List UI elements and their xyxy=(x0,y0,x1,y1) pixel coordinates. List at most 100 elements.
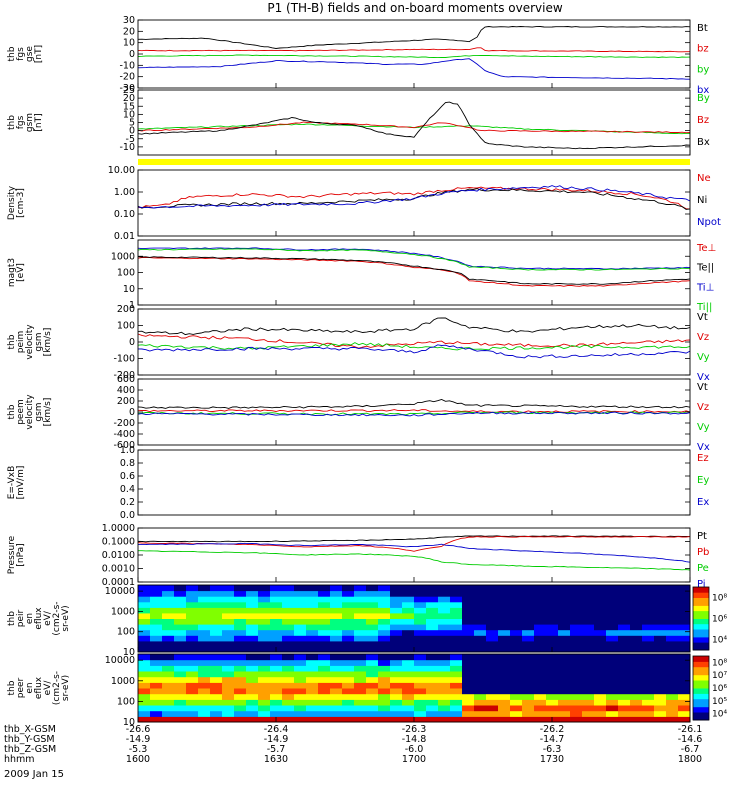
y-tick-label: 1 xyxy=(129,300,135,311)
spectrogram-cell xyxy=(306,665,319,672)
spectrogram-cell xyxy=(558,601,571,608)
spectrogram-cell xyxy=(330,640,343,647)
spectrogram-cell xyxy=(366,654,379,661)
spectrogram-cell xyxy=(678,601,691,608)
colorbar-segment xyxy=(693,698,709,702)
spectrogram-cell xyxy=(186,607,199,614)
spectrogram-cell xyxy=(234,601,247,608)
spectrogram-cell xyxy=(654,612,667,619)
colorbar-segment xyxy=(693,685,709,689)
spectrogram-cell xyxy=(522,693,535,700)
spectrogram-cell xyxy=(150,671,163,678)
spectrogram-cell xyxy=(618,659,631,666)
x-axis-row-value: -26.1 xyxy=(678,724,703,735)
spectrogram-cell xyxy=(462,705,475,712)
spectrogram-cell xyxy=(594,676,607,683)
spectrogram-cell xyxy=(642,699,655,706)
spectrogram-cell xyxy=(354,693,367,700)
series-line-vel2-1 xyxy=(137,409,691,413)
spectrogram-cell xyxy=(366,646,379,653)
spectrogram-cell xyxy=(522,624,535,631)
spectrogram-cell xyxy=(630,601,643,608)
spectrogram-cell xyxy=(330,705,343,712)
colorbar-segment xyxy=(693,644,709,648)
spectrogram-cell xyxy=(162,710,175,717)
spectrogram-cell xyxy=(522,659,535,666)
spectrogram-cell xyxy=(630,612,643,619)
spectrogram-cell xyxy=(174,659,187,666)
spectrogram-cell xyxy=(414,688,427,695)
spectrogram-cell xyxy=(498,688,511,695)
page-title: P1 (TH-B) fields and on-board moments ov… xyxy=(267,1,563,15)
spectrogram-cell xyxy=(294,688,307,695)
spectrogram-cell xyxy=(558,710,571,717)
spectrogram-cell xyxy=(606,640,619,647)
spectrogram-cell xyxy=(558,618,571,625)
y-tick-label: -200 xyxy=(113,370,135,381)
spectrogram-cell xyxy=(186,618,199,625)
spectrogram-cell xyxy=(366,607,379,614)
spectrogram-cell xyxy=(654,624,667,631)
spectrogram-cell xyxy=(378,710,391,717)
spectrogram-cell xyxy=(678,635,691,642)
spectrogram-cell xyxy=(534,629,547,636)
spectrogram-cell xyxy=(174,585,187,592)
spectrogram-cell xyxy=(270,585,283,592)
spectrogram-cell xyxy=(174,705,187,712)
spectrogram-cell xyxy=(414,682,427,689)
spectrogram-cell xyxy=(150,635,163,642)
spectrogram-cell xyxy=(606,671,619,678)
spectrogram-cell xyxy=(318,590,331,597)
spectrogram-cell xyxy=(402,659,415,666)
legend-entry: Vx xyxy=(697,442,710,453)
spectrogram-cell xyxy=(522,618,535,625)
spectrogram-cell xyxy=(642,676,655,683)
spectrogram-cell xyxy=(138,596,151,603)
spectrogram-cell xyxy=(450,612,463,619)
colorbar-ion_spec: 10⁸ 10⁶ 10⁴ xyxy=(692,586,727,651)
spectrogram-cell xyxy=(318,699,331,706)
spectrogram-cell xyxy=(234,665,247,672)
spectrogram-cell xyxy=(162,705,175,712)
spectrogram-cell xyxy=(306,596,319,603)
spectrogram-cell xyxy=(318,646,331,653)
spectrogram-cell xyxy=(306,716,319,723)
spectrogram-cell xyxy=(486,705,499,712)
spectrogram-cell xyxy=(438,710,451,717)
spectrogram-cell xyxy=(594,665,607,672)
spectrogram-cell xyxy=(378,654,391,661)
spectrogram-cell xyxy=(654,699,667,706)
spectrogram-cell xyxy=(282,646,295,653)
spectrogram-cell xyxy=(246,635,259,642)
legend-entry: Vy xyxy=(697,352,710,363)
spectrogram-cell xyxy=(654,585,667,592)
legend-entry: Pe xyxy=(697,563,709,574)
spectrogram-cell xyxy=(570,624,583,631)
spectrogram-cell xyxy=(606,705,619,712)
spectrogram-cell xyxy=(270,654,283,661)
spectrogram-cell xyxy=(258,596,271,603)
spectrogram-cell xyxy=(486,596,499,603)
spectrogram-cell xyxy=(594,693,607,700)
spectrogram-cell xyxy=(186,688,199,695)
y-axis-label: Density xyxy=(7,185,17,220)
spectrogram-cell xyxy=(282,654,295,661)
spectrogram-cell xyxy=(378,676,391,683)
spectrogram-cell xyxy=(678,629,691,636)
spectrogram-cell xyxy=(402,671,415,678)
spectrogram-cell xyxy=(678,665,691,672)
spectrogram-cell xyxy=(294,716,307,723)
spectrogram-cell xyxy=(582,596,595,603)
spectrogram-cell xyxy=(222,699,235,706)
y-axis-label: thb xyxy=(7,334,17,349)
spectrogram-cell xyxy=(666,676,679,683)
spectrogram-cell xyxy=(354,710,367,717)
spectrogram-cell xyxy=(234,654,247,661)
spectrogram-cell xyxy=(594,716,607,723)
spectrogram-cell xyxy=(390,671,403,678)
spectrogram-cell xyxy=(402,629,415,636)
spectrogram-cell xyxy=(594,640,607,647)
spectrogram-cell xyxy=(174,699,187,706)
spectrogram-cell xyxy=(570,659,583,666)
spectrogram-cell xyxy=(306,646,319,653)
